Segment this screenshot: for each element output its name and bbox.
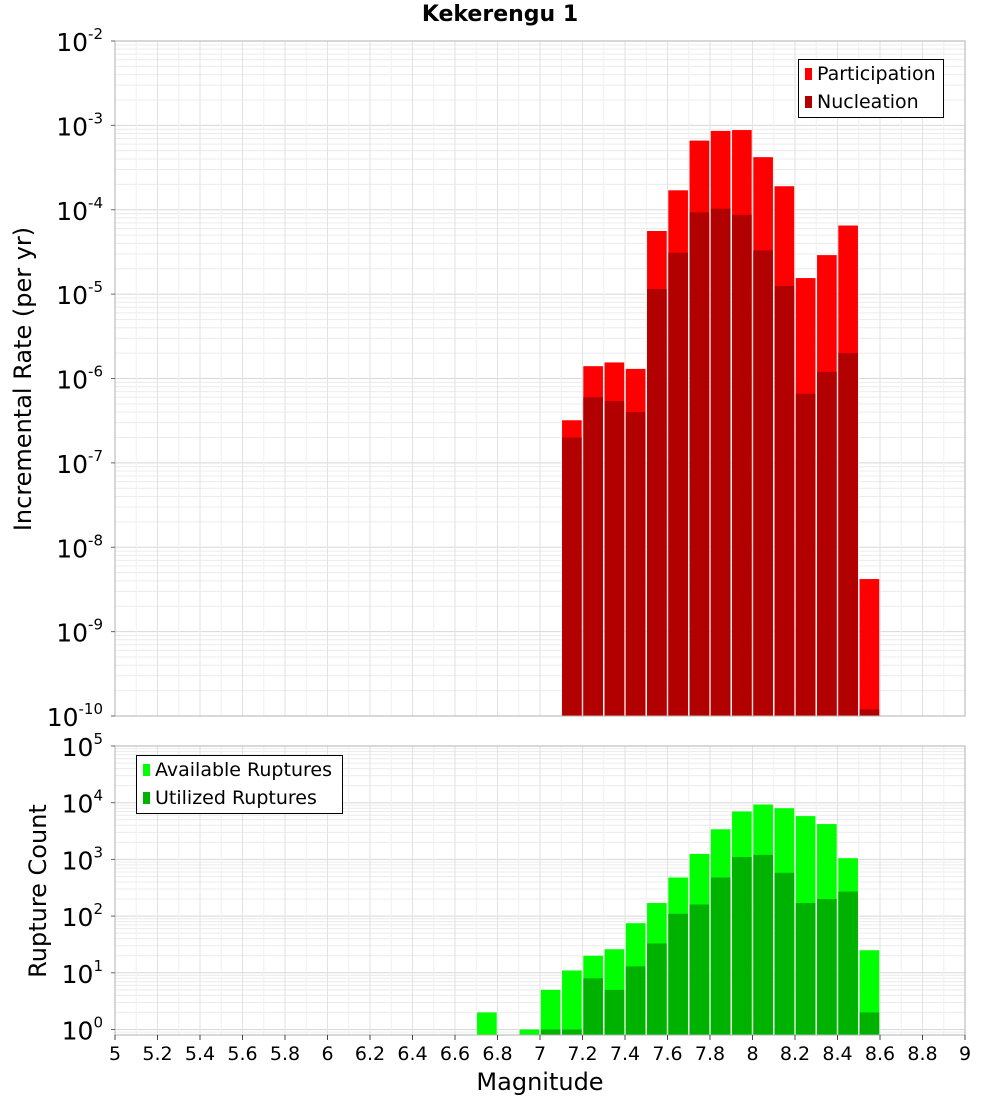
legend-item-nucleation: Nucleation — [805, 90, 919, 114]
bar-nucleation — [562, 437, 582, 716]
y-tick-label: 10-10 — [47, 700, 103, 732]
y-tick-label: 10-6 — [56, 363, 103, 395]
bar-participation — [859, 579, 880, 716]
bar-nucleation — [583, 397, 603, 716]
top-y-axis-label: Incremental Rate (per yr) — [9, 226, 37, 532]
bottom-y-axis-label: Rupture Count — [24, 804, 52, 978]
y-tick-label: 103 — [62, 843, 103, 875]
bar-nucleation — [647, 289, 667, 716]
bar-utilized-ruptures — [817, 899, 837, 1035]
x-tick-label: 6.8 — [482, 1043, 512, 1065]
bar-utilized-ruptures — [647, 943, 667, 1035]
bar-nucleation — [859, 709, 880, 716]
bar-utilized-ruptures — [625, 966, 646, 1035]
bar-utilized-ruptures — [838, 891, 858, 1035]
y-tick-label: 10-8 — [56, 531, 103, 563]
x-tick-label: 7.6 — [652, 1043, 682, 1065]
y-tick-label: 101 — [62, 957, 103, 989]
bar-nucleation — [817, 371, 837, 716]
x-tick-label: 5.8 — [270, 1043, 300, 1065]
y-tick-label: 104 — [62, 787, 103, 819]
x-tick-label: 5.6 — [227, 1043, 257, 1065]
bar-utilized-ruptures — [859, 1012, 880, 1035]
top-legend: Participation Nucleation — [798, 59, 944, 118]
bar-nucleation — [710, 208, 731, 717]
bar-nucleation — [689, 212, 710, 716]
y-tick-label: 10-5 — [56, 278, 103, 310]
x-tick-label: 6.6 — [440, 1043, 470, 1065]
x-tick-label: 9 — [959, 1043, 971, 1065]
bar-utilized-ruptures — [668, 913, 688, 1035]
y-tick-label: 102 — [62, 900, 103, 932]
bottom-legend: Available Ruptures Utilized Ruptures — [136, 755, 343, 814]
bar-nucleation — [732, 214, 752, 716]
bar-utilized-ruptures — [562, 1029, 582, 1035]
x-tick-label: 7 — [534, 1043, 546, 1065]
y-tick-label: 10-9 — [56, 616, 103, 648]
y-tick-label: 10-3 — [56, 109, 103, 141]
bar-nucleation — [795, 393, 816, 716]
bar-available-ruptures — [477, 1012, 497, 1035]
x-tick-label: 5.4 — [185, 1043, 215, 1065]
legend-swatch-available-ruptures — [143, 764, 150, 776]
x-tick-label: 8 — [746, 1043, 758, 1065]
chart-title: Kekerengu 1 — [421, 2, 579, 27]
legend-item-utilized-ruptures: Utilized Ruptures — [143, 786, 317, 810]
bar-utilized-ruptures — [583, 978, 603, 1035]
bar-utilized-ruptures — [540, 1029, 561, 1035]
legend-item-available-ruptures: Available Ruptures — [143, 758, 332, 782]
x-tick-label: 7.4 — [610, 1043, 640, 1065]
legend-swatch-participation — [805, 68, 812, 80]
bar-utilized-ruptures — [795, 903, 816, 1035]
x-tick-label: 6.2 — [355, 1043, 385, 1065]
bar-utilized-ruptures — [753, 854, 773, 1035]
x-axis-label: Magnitude — [476, 1068, 604, 1096]
y-tick-label: 10-7 — [56, 447, 103, 479]
x-tick-label: 5 — [109, 1043, 121, 1065]
x-tick-label: 8.4 — [822, 1043, 852, 1065]
bar-utilized-ruptures — [604, 989, 625, 1035]
x-tick-label: 7.2 — [567, 1043, 597, 1065]
bar-nucleation — [774, 285, 795, 716]
legend-label-utilized-ruptures: Utilized Ruptures — [155, 787, 317, 809]
bar-utilized-ruptures — [710, 877, 731, 1035]
panel-1-plot: 100 101 102 103 104 105 — [62, 730, 966, 1046]
bar-available-ruptures — [540, 989, 561, 1035]
x-tick-label: 5.2 — [142, 1043, 172, 1065]
x-tick-label: 6.4 — [397, 1043, 427, 1065]
bar-nucleation — [838, 353, 858, 716]
legend-swatch-nucleation — [805, 96, 812, 108]
bar-utilized-ruptures — [732, 857, 752, 1035]
bar-nucleation — [625, 412, 646, 716]
y-tick-label: 105 — [62, 730, 103, 762]
y-tick-label: 10-4 — [56, 194, 103, 226]
legend-swatch-utilized-ruptures — [143, 792, 150, 804]
x-tick-label: 7.8 — [695, 1043, 725, 1065]
x-tick-label: 8.2 — [780, 1043, 810, 1065]
x-tick-label: 8.8 — [907, 1043, 937, 1065]
y-tick-label: 10-2 — [56, 25, 103, 57]
legend-label-participation: Participation — [817, 63, 936, 85]
legend-label-available-ruptures: Available Ruptures — [155, 759, 332, 781]
x-tick-label: 8.6 — [865, 1043, 895, 1065]
bar-nucleation — [753, 250, 773, 716]
bar-nucleation — [604, 401, 625, 716]
bar-utilized-ruptures — [774, 872, 795, 1035]
bar-nucleation — [668, 252, 688, 717]
bar-available-ruptures — [562, 970, 582, 1035]
legend-item-participation: Participation — [805, 62, 936, 86]
y-tick-label: 100 — [62, 1014, 103, 1046]
bar-available-ruptures — [519, 1029, 540, 1035]
legend-label-nucleation: Nucleation — [817, 91, 919, 113]
x-tick-label: 6 — [321, 1043, 333, 1065]
panel-0-plot: 10-10 10-9 10-8 10-7 10-6 10-5 10-4 10-3 10-2 — [47, 25, 966, 732]
bar-utilized-ruptures — [689, 904, 710, 1035]
